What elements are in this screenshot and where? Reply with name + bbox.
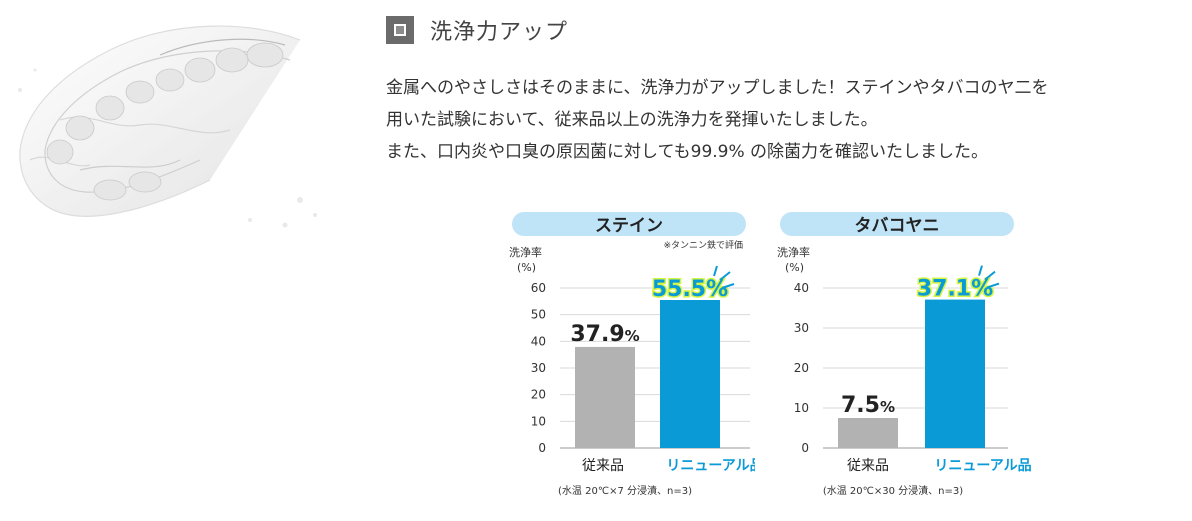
emphasis-mark [713, 265, 718, 277]
data-label: 55.5% [652, 277, 728, 302]
bar-previous [838, 418, 898, 448]
y-tick-label: 0 [801, 441, 809, 455]
emphasis-mark [719, 271, 731, 281]
category-label: 従来品 [847, 458, 889, 474]
category-label: 従来品 [582, 458, 624, 474]
description-line: 用いた試験において、従来品以上の洗浄力を発揮いたしました。 [386, 110, 878, 130]
y-tick-label: 30 [531, 361, 546, 375]
retainer-illustration [18, 25, 317, 228]
y-axis-label: 洗浄率 [777, 245, 810, 259]
emphasis-mark [721, 283, 735, 289]
y-tick-label: 60 [531, 281, 546, 295]
category-label: リニューアル品 [934, 458, 1031, 474]
bar-renewal [660, 300, 720, 448]
square-bullet-icon [386, 16, 414, 44]
emphasis-mark [984, 270, 996, 281]
y-tick-label: 10 [794, 401, 809, 415]
chart-footnote: (水温 20℃×7 分浸漬、n=3) [558, 484, 692, 497]
bar-previous [575, 346, 635, 448]
data-label: 7.5% [841, 393, 895, 418]
category-label: リニューアル品 [666, 458, 755, 474]
y-tick-label: 30 [794, 321, 809, 335]
description-line: 金属へのやさしさはそのままに、洗浄力がアップしました！ステインやタバコのヤ二を [386, 78, 1049, 98]
emphasis-mark [986, 282, 1000, 289]
y-axis-label: 洗浄率 [509, 245, 542, 259]
chart-title: ステイン [595, 216, 663, 236]
data-label: 37.9% [570, 322, 639, 347]
y-tick-label: 20 [531, 388, 546, 402]
bar-renewal [925, 299, 985, 448]
y-tick-label: 50 [531, 308, 546, 322]
data-label: 37.1% [917, 277, 993, 302]
y-tick-label: 40 [794, 281, 809, 295]
tobacco-chart: タバコヤニ洗浄率 (%) 0 10 20 30 40 7.5% 37.1% 従来品 リニューアル品 (… [773, 210, 1053, 510]
section-title: 洗浄力アップ [430, 20, 569, 45]
emphasis-mark [978, 265, 983, 276]
section-description: 金属へのやさしさはそのままに、洗浄力がアップしました！ステインやタバコのヤ二を … [386, 72, 1186, 168]
stain-chart: ステイン ※タンニン鉄で評価洗浄率 (%) 0 10 20 30 40 50 60 37.9% 55.… [505, 210, 755, 510]
chart-title: タバコヤニ [855, 216, 940, 236]
y-tick-label: 10 [531, 414, 546, 428]
section-heading: 洗浄力アップ [386, 14, 568, 46]
chart-title-banner [780, 212, 1014, 236]
y-tick-label: 0 [538, 441, 546, 455]
y-tick-label: 20 [794, 361, 809, 375]
y-tick-label: 40 [531, 334, 546, 348]
chart-title-banner [512, 212, 746, 236]
description-line: また、口内炎や口臭の原因菌に対しても99.9% の除菌力を確認いたしました。 [386, 142, 989, 162]
chart-footnote: (水温 20℃×30 分浸漬、n=3) [823, 484, 963, 497]
y-axis-unit: (%) [517, 261, 536, 274]
y-axis-unit: (%) [785, 261, 804, 274]
chart-note: ※タンニン鉄で評価 [663, 239, 743, 251]
